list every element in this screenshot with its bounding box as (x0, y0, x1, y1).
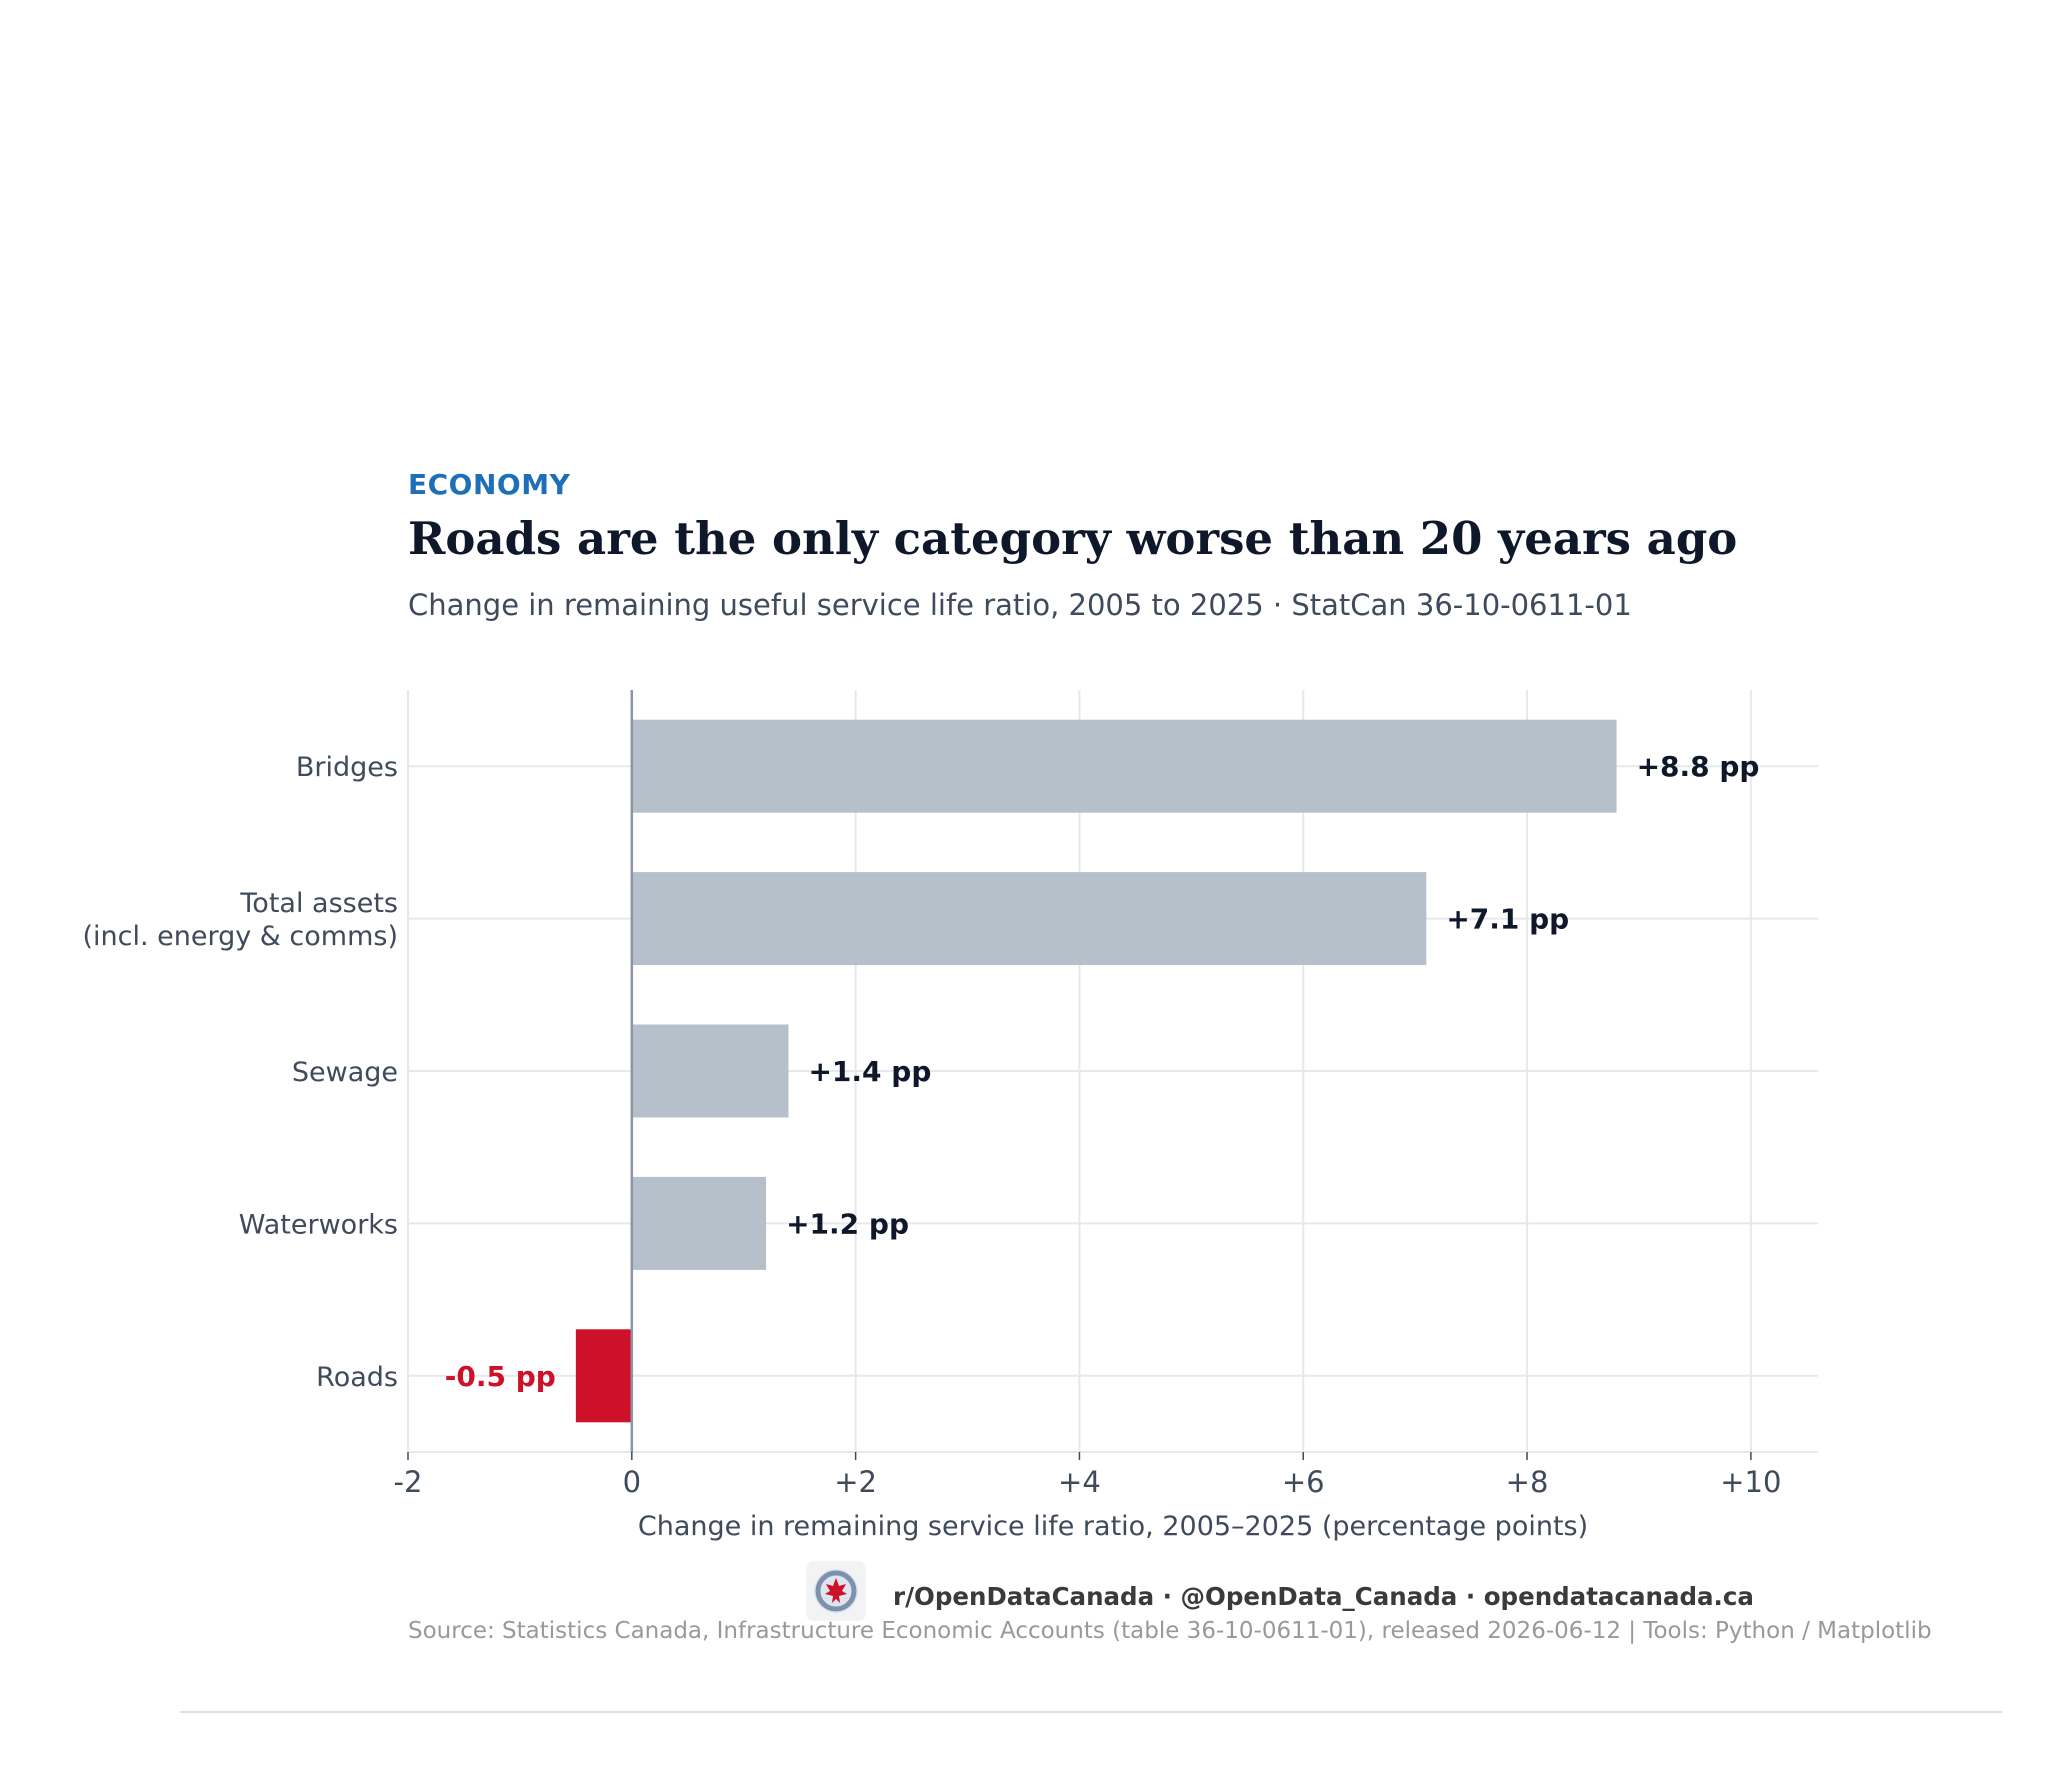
section-kicker: ECONOMY (408, 468, 571, 501)
category-label: Bridges (296, 752, 398, 783)
bar (631, 719, 1617, 813)
chart-subtitle: Change in remaining useful service life … (408, 588, 1632, 622)
data-label: +1.4 pp (808, 1055, 931, 1088)
data-label: +8.8 pp (1637, 750, 1760, 783)
x-tick-label: +10 (1720, 1465, 1781, 1499)
x-tick-label: +2 (834, 1465, 877, 1499)
x-tick-label: -2 (394, 1465, 423, 1499)
bar (631, 872, 1427, 966)
data-label: -0.5 pp (445, 1360, 556, 1393)
category-label: Waterworks (239, 1209, 398, 1240)
footer-source: Source: Statistics Canada, Infrastructur… (408, 1618, 1932, 1644)
x-axis-title: Change in remaining service life ratio, … (638, 1511, 1588, 1542)
x-tick-label: 0 (623, 1465, 641, 1499)
open-data-canada-logo-icon (806, 1561, 866, 1621)
bar (631, 1024, 789, 1118)
bar (575, 1329, 632, 1423)
category-label: Sewage (292, 1057, 398, 1088)
bar (631, 1176, 767, 1270)
footer-social-links: r/OpenDataCanada · @OpenData_Canada · op… (893, 1582, 1754, 1611)
x-tick-label: +8 (1506, 1465, 1549, 1499)
category-label: Total assets (incl. energy & comms) (82, 888, 398, 952)
chart-title: Roads are the only category worse than 2… (408, 512, 1738, 565)
category-label: Roads (316, 1362, 398, 1393)
data-label: +1.2 pp (786, 1207, 909, 1240)
data-label: +7.1 pp (1446, 903, 1569, 936)
x-tick-label: +6 (1282, 1465, 1325, 1499)
bottom-divider (180, 1711, 2002, 1713)
x-tick-label: +4 (1058, 1465, 1101, 1499)
